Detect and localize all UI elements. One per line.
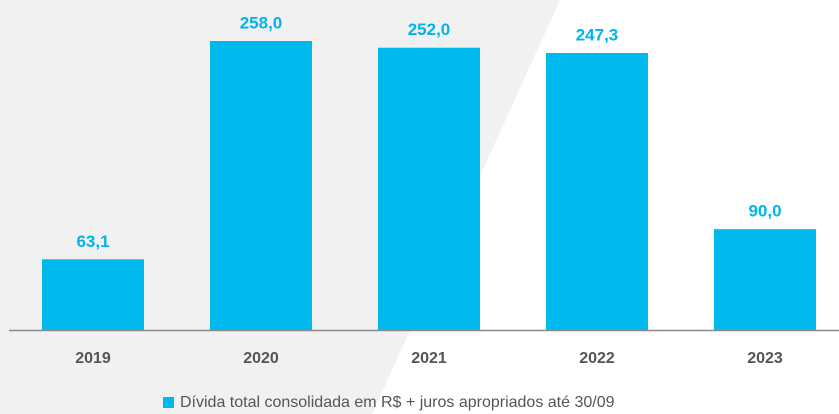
legend-label: Dívida total consolidada em R$ + juros a… [180, 394, 615, 411]
x-tick-label: 2019 [75, 350, 111, 367]
legend-swatch [163, 397, 174, 408]
value-label: 63,1 [76, 232, 109, 251]
value-label: 247,3 [576, 25, 619, 44]
x-tick-label: 2023 [747, 350, 783, 367]
value-label: 258,0 [240, 13, 283, 32]
bar [42, 259, 144, 330]
x-tick-label: 2021 [411, 350, 447, 367]
x-tick-label: 2020 [243, 350, 279, 367]
bar [714, 229, 816, 330]
bar [378, 47, 480, 330]
bar [546, 52, 648, 331]
value-label: 90,0 [748, 202, 781, 221]
value-label: 252,0 [408, 20, 451, 39]
bar [210, 41, 312, 330]
x-tick-label: 2022 [579, 350, 615, 367]
